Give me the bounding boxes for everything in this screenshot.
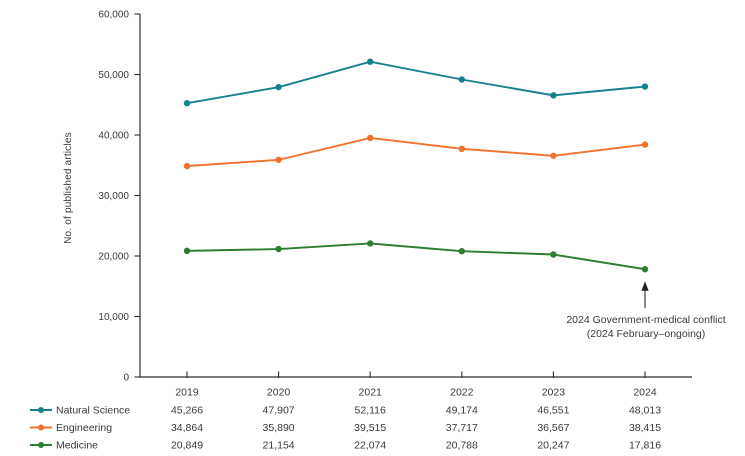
table-cell-value: 39,515: [354, 422, 386, 434]
series-line-medicine: [186, 242, 646, 271]
legend-label: Natural Science: [56, 405, 130, 417]
y-axis-title: No. of published articles: [63, 132, 74, 244]
legend-label: Medicine: [56, 440, 98, 452]
x-tick-label: 2020: [267, 387, 291, 399]
legend-swatch-dot: [38, 424, 44, 431]
data-point: [458, 145, 465, 153]
legend-label: Engineering: [56, 422, 112, 434]
data-point: [550, 152, 557, 159]
plot-generated: 0 10,000 20,000 30,000 40,000 50,000 60,000 201…: [30, 10, 692, 452]
annotation-line2: (2024 February–ongoing): [587, 328, 706, 340]
data-point: [367, 58, 374, 65]
x-tick-label: 2019: [175, 387, 199, 399]
table-cell-value: 48,013: [629, 405, 661, 417]
annotation-arrow-head: [641, 281, 649, 291]
data-point: [275, 245, 282, 253]
x-tick-label: 2023: [542, 387, 566, 399]
data-point: [367, 134, 374, 142]
data-point: [641, 266, 649, 273]
table-cell-value: 21,154: [263, 440, 295, 452]
table-cell-value: 38,415: [629, 422, 661, 434]
table-cell-value: 49,174: [446, 405, 478, 417]
y-tick-label: 40,000: [98, 131, 129, 142]
table-cell-value: 47,907: [263, 405, 295, 417]
data-point: [275, 83, 282, 91]
data-point: [183, 247, 191, 255]
data-point: [367, 240, 374, 247]
table-cell-value: 36,567: [537, 422, 569, 434]
x-tick-label: 2022: [450, 387, 474, 399]
x-tick-label: 2021: [359, 387, 383, 399]
table-cell-value: 20,247: [537, 440, 569, 452]
y-tick-label: 10,000: [98, 312, 129, 323]
table-cell-value: 35,890: [263, 422, 295, 434]
table-cell-value: 20,788: [446, 440, 478, 452]
y-tick-label: 20,000: [98, 252, 129, 263]
data-point: [458, 76, 465, 83]
table-cell-value: 52,116: [355, 405, 386, 417]
annotation-line1: 2024 Government-medical conflict: [566, 314, 725, 326]
legend-swatch-dot: [38, 407, 44, 413]
data-point: [641, 141, 649, 148]
data-point: [458, 248, 465, 255]
data-point: [183, 162, 191, 170]
table-cell-value: 46,551: [537, 405, 569, 417]
data-point: [550, 251, 557, 258]
y-tick-label: 50,000: [98, 70, 129, 81]
x-tick-label: 2024: [633, 387, 657, 399]
y-tick-label: 30,000: [98, 191, 129, 202]
table-cell-value: 17,816: [629, 440, 661, 452]
table-cell-value: 45,266: [171, 405, 203, 417]
data-point: [550, 92, 557, 99]
table-cell-value: 34,864: [171, 422, 203, 434]
series-line-engineering: [186, 136, 646, 168]
data-point: [641, 83, 649, 90]
y-tick-label: 60,000: [98, 10, 129, 21]
table-cell-value: 20,849: [171, 440, 203, 452]
data-point: [183, 99, 191, 107]
series-line-natural-science: [186, 60, 646, 105]
table-cell-value: 37,717: [446, 422, 478, 434]
table-cell-value: 22,074: [354, 440, 386, 452]
data-point: [275, 156, 282, 164]
legend-swatch-dot: [38, 442, 44, 448]
y-tick-label: 0: [123, 373, 129, 384]
